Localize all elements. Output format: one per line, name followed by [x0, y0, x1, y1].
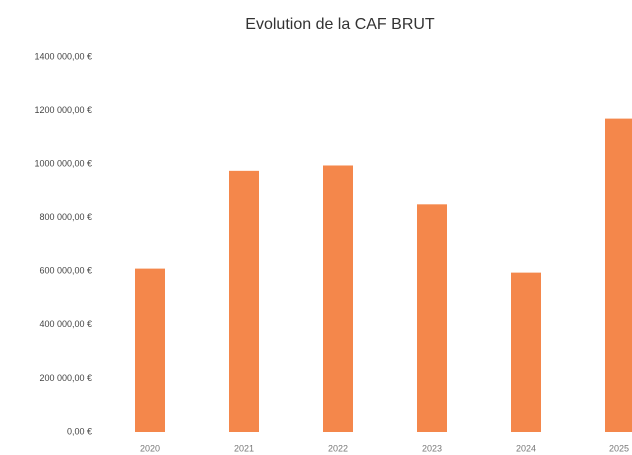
y-tick-label: 1200 000,00 € — [34, 105, 92, 115]
x-tick-label: 2025 — [609, 443, 629, 453]
y-tick-label: 1400 000,00 € — [34, 51, 92, 61]
y-tick-label: 0,00 € — [67, 426, 92, 436]
bar — [323, 165, 353, 432]
y-tick-label: 400 000,00 € — [39, 319, 92, 329]
x-tick-label: 2024 — [516, 443, 536, 453]
y-tick-label: 1000 000,00 € — [34, 159, 92, 169]
x-tick-label: 2020 — [140, 443, 160, 453]
bar — [229, 170, 259, 432]
x-tick-label: 2021 — [234, 443, 254, 453]
bar — [417, 204, 447, 432]
chart-title: Evolution de la CAF BRUT — [245, 16, 435, 33]
y-tick-label: 800 000,00 € — [39, 212, 92, 222]
bar — [135, 268, 165, 432]
bar — [511, 272, 541, 432]
x-tick-label: 2023 — [422, 443, 442, 453]
x-tick-label: 2022 — [328, 443, 348, 453]
y-tick-label: 200 000,00 € — [39, 373, 92, 383]
y-tick-label: 600 000,00 € — [39, 266, 92, 276]
bar — [605, 118, 632, 432]
